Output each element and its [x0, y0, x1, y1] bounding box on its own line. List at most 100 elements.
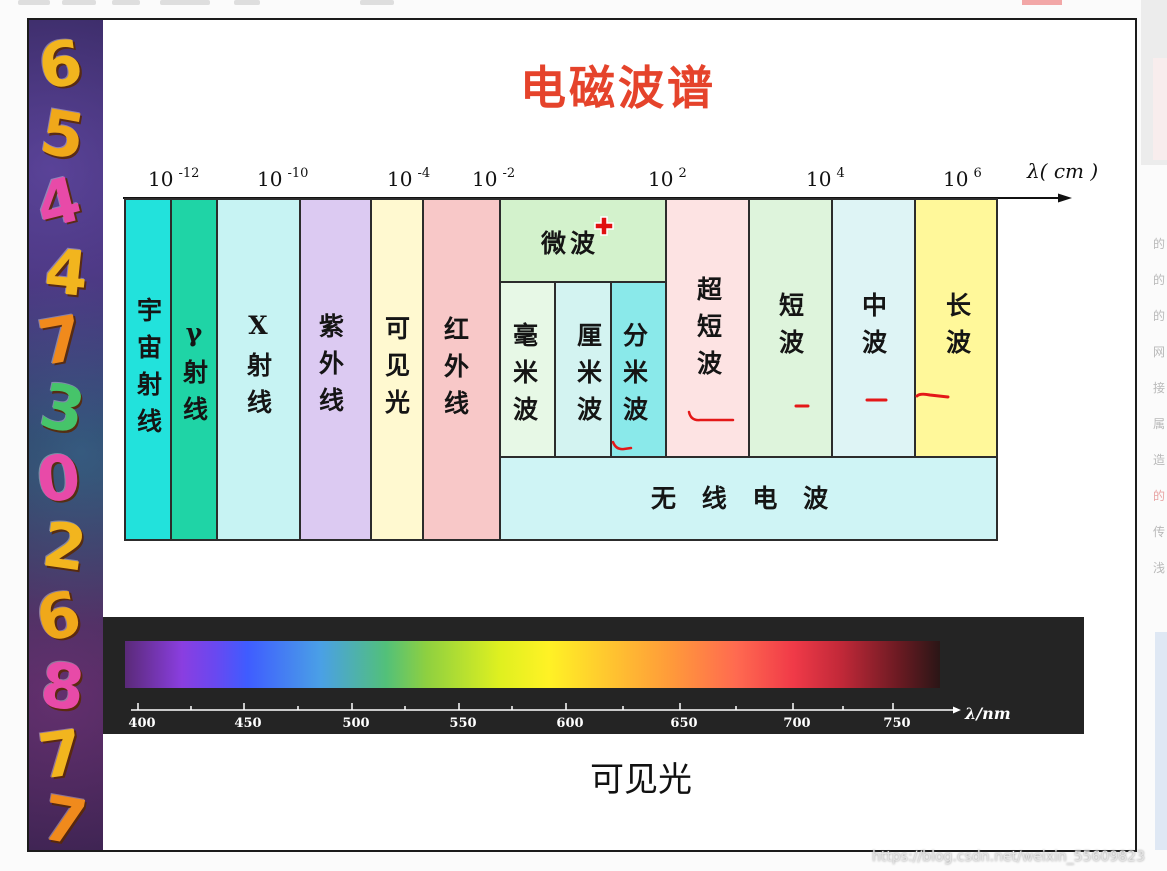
nm-tick-label: 400: [128, 716, 156, 731]
band-label: 毫米波: [509, 322, 539, 433]
sidebar-link[interactable]: 的: [1153, 237, 1166, 251]
decorative-number-strip: 6 5 4 4 7 3 0 2 6 8 7 7: [29, 20, 103, 850]
tick-base: 10: [943, 167, 969, 191]
top-nav-item[interactable]: [160, 0, 210, 5]
axis-tick-label: 10 6: [943, 166, 982, 194]
decor-digit: 6: [34, 25, 87, 104]
sidebar-card: [1153, 58, 1167, 160]
nm-tick-label: 550: [449, 716, 477, 731]
band-label: 长波: [942, 292, 972, 366]
decor-digit: 3: [33, 368, 92, 449]
tick-exponent: 2: [678, 166, 687, 181]
slide-title: 电磁波谱: [520, 61, 716, 115]
axis-tick-label: 10 -4: [387, 166, 431, 194]
nm-tick-label: 750: [883, 716, 911, 731]
band-label: γ射线: [179, 318, 209, 433]
band-label: 超短波: [693, 276, 723, 387]
axis-tick-label: 10 -2: [472, 166, 516, 194]
decor-digit: 5: [35, 94, 91, 175]
sidebar-link[interactable]: 接: [1153, 381, 1166, 395]
band-label: 红外线: [440, 316, 470, 427]
tick-exponent: -4: [417, 166, 431, 181]
sidebar-link[interactable]: 造: [1153, 453, 1166, 467]
visible-spectrum-gradient: [125, 641, 940, 688]
top-nav-faint: [0, 0, 420, 8]
band-decimeter-wave: 分米波: [610, 281, 667, 458]
band-label: 中波: [858, 292, 888, 366]
band-short-wave: 短波: [748, 198, 833, 458]
image-watermark: https://blog.csdn.net/weixin_55609823: [872, 849, 1146, 865]
band-label: 短波: [775, 292, 805, 366]
top-nav-item[interactable]: [112, 0, 140, 5]
tick-base: 10: [806, 167, 832, 191]
band-label: 无 线 电 波: [651, 484, 829, 513]
decor-digit: 4: [41, 233, 92, 312]
top-nav-item[interactable]: [360, 0, 394, 5]
nm-unit-label: λ/nm: [965, 704, 1011, 723]
sidebar-link[interactable]: 浅: [1153, 561, 1166, 575]
nm-tick-label: 650: [670, 716, 698, 731]
band-label: 可见光: [381, 315, 411, 426]
band-label: 厘米波: [573, 322, 603, 433]
sidebar-link[interactable]: 网: [1153, 345, 1166, 359]
band-label: 微波: [541, 229, 600, 258]
band-medium-wave: 中波: [831, 198, 916, 458]
nm-tick-label: 500: [342, 716, 370, 731]
tick-base: 10: [148, 167, 174, 191]
decor-digit: 7: [37, 780, 93, 850]
band-label: X射线: [243, 311, 273, 426]
sidebar-link[interactable]: 的: [1153, 309, 1166, 323]
decor-digit: 7: [34, 715, 87, 794]
tick-exponent: 4: [836, 166, 845, 181]
axis-unit-label: λ( cm ): [1027, 159, 1099, 183]
decor-digit: 6: [29, 576, 88, 657]
nm-tick-label: 450: [234, 716, 262, 731]
tick-exponent: -2: [502, 166, 516, 181]
sidebar-panel: [1141, 0, 1167, 165]
visible-light-caption: 可见光: [590, 760, 692, 800]
band-ultraviolet: 紫外线: [299, 198, 372, 541]
sidebar-link[interactable]: 的: [1153, 273, 1166, 287]
band-long-wave: 长波: [914, 198, 998, 458]
band-label: 紫外线: [315, 313, 345, 424]
band-infrared: 红外线: [422, 198, 501, 541]
axis-tick-label: 10 -12: [148, 166, 200, 194]
band-label: 分米波: [619, 322, 649, 433]
tick-base: 10: [648, 167, 674, 191]
band-centimeter-wave: 厘米波: [554, 281, 612, 458]
band-radio-waves: 无 线 电 波: [499, 456, 998, 541]
band-gamma-rays: γ射线: [170, 198, 218, 541]
axis-tick-label: 10 4: [806, 166, 845, 194]
sidebar-blue-box: [1155, 632, 1167, 850]
decor-digit: 4: [29, 161, 89, 244]
band-millimeter-wave: 毫米波: [499, 281, 556, 458]
tick-exponent: -10: [287, 166, 309, 181]
tick-base: 10: [257, 167, 283, 191]
top-nav-highlight: [1022, 0, 1062, 5]
band-visible-light: 可见光: [370, 198, 424, 541]
sidebar-link[interactable]: 属: [1153, 417, 1166, 431]
decor-digit: 2: [38, 507, 92, 586]
tick-base: 10: [387, 167, 413, 191]
sidebar-link[interactable]: 传: [1153, 525, 1166, 539]
tick-exponent: -12: [178, 166, 200, 181]
band-x-rays: X射线: [216, 198, 301, 541]
band-ultrashort-wave: 超短波: [665, 198, 750, 458]
axis-tick-label: 10 -10: [257, 166, 309, 194]
band-label: 宇宙射线: [133, 297, 163, 445]
decor-digit: 8: [37, 647, 88, 726]
tick-exponent: 6: [973, 166, 982, 181]
nm-tick-label: 700: [783, 716, 811, 731]
tick-base: 10: [472, 167, 498, 191]
top-nav-item[interactable]: [234, 0, 260, 5]
band-microwave: 微波: [499, 198, 667, 283]
top-nav-item[interactable]: [62, 0, 96, 5]
band-cosmic-rays: 宇宙射线: [124, 198, 172, 541]
top-nav-item[interactable]: [18, 0, 50, 5]
sidebar-article-list: 的 的 的 网 接 属 造 的 传 浅: [1153, 226, 1167, 586]
axis-tick-label: 10 2: [648, 166, 687, 194]
sidebar-link[interactable]: 的: [1153, 489, 1166, 503]
nm-tick-label: 600: [556, 716, 584, 731]
decor-digit: 7: [32, 300, 89, 381]
